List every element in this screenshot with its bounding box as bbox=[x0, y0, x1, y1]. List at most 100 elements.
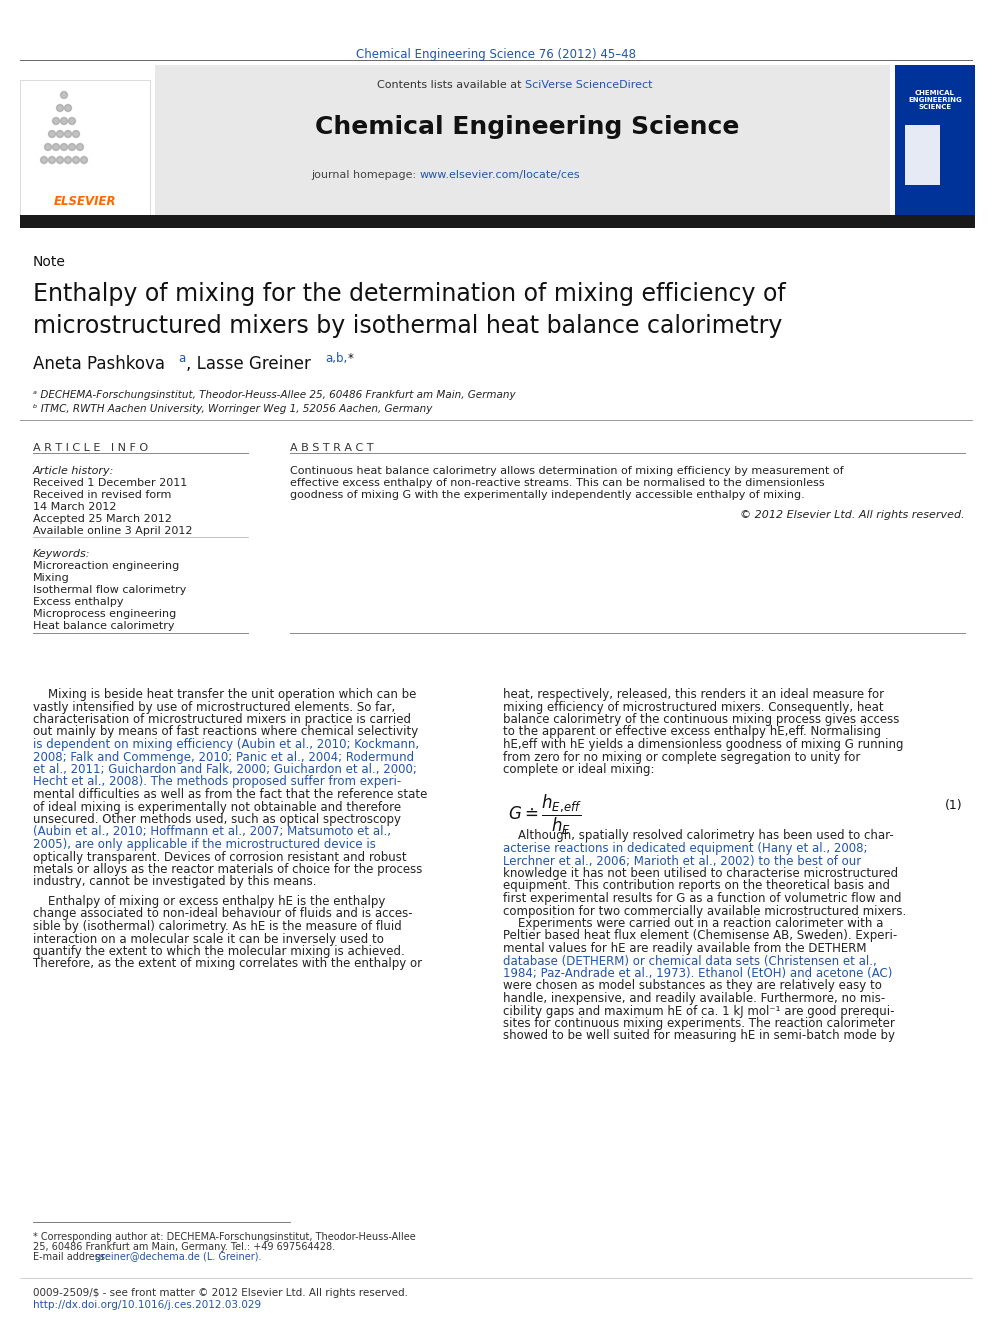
FancyBboxPatch shape bbox=[155, 65, 890, 216]
Text: 0009-2509/$ - see front matter © 2012 Elsevier Ltd. All rights reserved.: 0009-2509/$ - see front matter © 2012 El… bbox=[33, 1289, 408, 1298]
Text: from zero for no mixing or complete segregation to unity for: from zero for no mixing or complete segr… bbox=[503, 750, 860, 763]
Text: Available online 3 April 2012: Available online 3 April 2012 bbox=[33, 527, 192, 536]
Text: 14 March 2012: 14 March 2012 bbox=[33, 501, 116, 512]
Circle shape bbox=[61, 91, 67, 98]
Text: metals or alloys as the reactor materials of choice for the process: metals or alloys as the reactor material… bbox=[33, 863, 423, 876]
Text: Excess enthalpy: Excess enthalpy bbox=[33, 597, 123, 607]
Text: SciVerse ScienceDirect: SciVerse ScienceDirect bbox=[525, 79, 653, 90]
Text: mixing efficiency of microstructured mixers. Consequently, heat: mixing efficiency of microstructured mix… bbox=[503, 700, 884, 713]
Text: vastly intensified by use of microstructured elements. So far,: vastly intensified by use of microstruct… bbox=[33, 700, 395, 713]
Text: goodness of mixing G with the experimentally independently accessible enthalpy o: goodness of mixing G with the experiment… bbox=[290, 490, 805, 500]
Text: hE,eff with hE yields a dimensionless goodness of mixing G running: hE,eff with hE yields a dimensionless go… bbox=[503, 738, 904, 751]
Text: Mixing: Mixing bbox=[33, 573, 69, 583]
FancyBboxPatch shape bbox=[20, 216, 975, 228]
Text: Received in revised form: Received in revised form bbox=[33, 490, 172, 500]
FancyBboxPatch shape bbox=[905, 124, 940, 185]
Circle shape bbox=[64, 105, 71, 111]
Text: Isothermal flow calorimetry: Isothermal flow calorimetry bbox=[33, 585, 186, 595]
Text: Received 1 December 2011: Received 1 December 2011 bbox=[33, 478, 187, 488]
Text: 25, 60486 Frankfurt am Main, Germany. Tel.: +49 697564428.: 25, 60486 Frankfurt am Main, Germany. Te… bbox=[33, 1242, 335, 1252]
Circle shape bbox=[57, 156, 63, 164]
Text: CHEMICAL
ENGINEERING
SCIENCE: CHEMICAL ENGINEERING SCIENCE bbox=[908, 90, 962, 110]
Circle shape bbox=[53, 118, 60, 124]
Circle shape bbox=[45, 143, 52, 151]
Text: www.elsevier.com/locate/ces: www.elsevier.com/locate/ces bbox=[420, 169, 580, 180]
Text: mental difficulties as well as from the fact that the reference state: mental difficulties as well as from the … bbox=[33, 789, 428, 800]
Text: Article history:: Article history: bbox=[33, 466, 114, 476]
Circle shape bbox=[76, 143, 83, 151]
Text: Microreaction engineering: Microreaction engineering bbox=[33, 561, 180, 572]
Text: Microprocess engineering: Microprocess engineering bbox=[33, 609, 177, 619]
Text: A R T I C L E   I N F O: A R T I C L E I N F O bbox=[33, 443, 148, 452]
Text: journal homepage:: journal homepage: bbox=[311, 169, 420, 180]
Circle shape bbox=[61, 143, 67, 151]
Circle shape bbox=[61, 118, 67, 124]
Text: Aneta Pashkova: Aneta Pashkova bbox=[33, 355, 171, 373]
Text: a: a bbox=[178, 352, 186, 365]
Text: Keywords:: Keywords: bbox=[33, 549, 90, 560]
Text: Continuous heat balance calorimetry allows determination of mixing efficiency by: Continuous heat balance calorimetry allo… bbox=[290, 466, 843, 476]
Text: Therefore, as the extent of mixing correlates with the enthalpy or: Therefore, as the extent of mixing corre… bbox=[33, 958, 423, 971]
Text: sible by (isothermal) calorimetry. As hE is the measure of fluid: sible by (isothermal) calorimetry. As hE… bbox=[33, 919, 402, 933]
Circle shape bbox=[64, 156, 71, 164]
Text: 2005), are only applicable if the microstructured device is: 2005), are only applicable if the micros… bbox=[33, 837, 376, 851]
Text: greiner@dechema.de (L. Greiner).: greiner@dechema.de (L. Greiner). bbox=[95, 1252, 262, 1262]
Text: sites for continuous mixing experiments. The reaction calorimeter: sites for continuous mixing experiments.… bbox=[503, 1017, 895, 1031]
Text: database (DETHERM) or chemical data sets (Christensen et al.,: database (DETHERM) or chemical data sets… bbox=[503, 954, 877, 967]
Text: *: * bbox=[348, 352, 354, 365]
Circle shape bbox=[68, 118, 75, 124]
Text: ᵃ DECHEMA-Forschungsinstitut, Theodor-Heuss-Allee 25, 60486 Frankfurt am Main, G: ᵃ DECHEMA-Forschungsinstitut, Theodor-He… bbox=[33, 390, 516, 400]
Text: mental values for hE are readily available from the DETHERM: mental values for hE are readily availab… bbox=[503, 942, 866, 955]
Text: to the apparent or effective excess enthalpy hE,eff. Normalising: to the apparent or effective excess enth… bbox=[503, 725, 881, 738]
Text: Mixing is beside heat transfer the unit operation which can be: Mixing is beside heat transfer the unit … bbox=[33, 688, 417, 701]
FancyBboxPatch shape bbox=[20, 79, 150, 220]
Text: Although, spatially resolved calorimetry has been used to char-: Although, spatially resolved calorimetry… bbox=[503, 830, 894, 843]
Text: ELSEVIER: ELSEVIER bbox=[54, 194, 116, 208]
Text: optically transparent. Devices of corrosion resistant and robust: optically transparent. Devices of corros… bbox=[33, 851, 407, 864]
Text: interaction on a molecular scale it can be inversely used to: interaction on a molecular scale it can … bbox=[33, 933, 384, 946]
Text: Lerchner et al., 2006; Marioth et al., 2002) to the best of our: Lerchner et al., 2006; Marioth et al., 2… bbox=[503, 855, 861, 868]
Circle shape bbox=[64, 131, 71, 138]
Text: balance calorimetry of the continuous mixing process gives access: balance calorimetry of the continuous mi… bbox=[503, 713, 900, 726]
Circle shape bbox=[80, 156, 87, 164]
Text: , Lasse Greiner: , Lasse Greiner bbox=[186, 355, 316, 373]
Text: Chemical Engineering Science 76 (2012) 45–48: Chemical Engineering Science 76 (2012) 4… bbox=[356, 48, 636, 61]
Text: industry, cannot be investigated by this means.: industry, cannot be investigated by this… bbox=[33, 876, 316, 889]
Circle shape bbox=[49, 131, 56, 138]
Text: handle, inexpensive, and readily available. Furthermore, no mis-: handle, inexpensive, and readily availab… bbox=[503, 992, 885, 1005]
Text: http://dx.doi.org/10.1016/j.ces.2012.03.029: http://dx.doi.org/10.1016/j.ces.2012.03.… bbox=[33, 1301, 261, 1310]
Text: showed to be well suited for measuring hE in semi-batch mode by: showed to be well suited for measuring h… bbox=[503, 1029, 895, 1043]
Text: equipment. This contribution reports on the theoretical basis and: equipment. This contribution reports on … bbox=[503, 880, 890, 893]
Text: Enthalpy of mixing or excess enthalpy hE is the enthalpy: Enthalpy of mixing or excess enthalpy hE… bbox=[33, 894, 385, 908]
Text: (Aubin et al., 2010; Hoffmann et al., 2007; Matsumoto et al.,: (Aubin et al., 2010; Hoffmann et al., 20… bbox=[33, 826, 391, 839]
Text: microstructured mixers by isothermal heat balance calorimetry: microstructured mixers by isothermal hea… bbox=[33, 314, 783, 337]
Text: Peltier based heat flux element (Chemisense AB, Sweden). Experi-: Peltier based heat flux element (Chemise… bbox=[503, 930, 897, 942]
Text: © 2012 Elsevier Ltd. All rights reserved.: © 2012 Elsevier Ltd. All rights reserved… bbox=[740, 509, 965, 520]
Text: complete or ideal mixing:: complete or ideal mixing: bbox=[503, 763, 655, 777]
Text: cibility gaps and maximum hE of ca. 1 kJ mol⁻¹ are good prerequi-: cibility gaps and maximum hE of ca. 1 kJ… bbox=[503, 1004, 895, 1017]
Circle shape bbox=[41, 156, 48, 164]
Text: (1): (1) bbox=[944, 799, 962, 812]
Text: A B S T R A C T: A B S T R A C T bbox=[290, 443, 374, 452]
Circle shape bbox=[72, 156, 79, 164]
FancyBboxPatch shape bbox=[895, 65, 975, 216]
Text: quantify the extent to which the molecular mixing is achieved.: quantify the extent to which the molecul… bbox=[33, 945, 405, 958]
Text: $G \doteq \dfrac{h_{E,\!eff}}{h_E}$: $G \doteq \dfrac{h_{E,\!eff}}{h_E}$ bbox=[508, 792, 582, 837]
Text: Note: Note bbox=[33, 255, 65, 269]
Text: of ideal mixing is experimentally not obtainable and therefore: of ideal mixing is experimentally not ob… bbox=[33, 800, 401, 814]
Text: Heat balance calorimetry: Heat balance calorimetry bbox=[33, 620, 175, 631]
Text: 2008; Falk and Commenge, 2010; Panic et al., 2004; Rodermund: 2008; Falk and Commenge, 2010; Panic et … bbox=[33, 750, 414, 763]
Text: acterise reactions in dedicated equipment (Hany et al., 2008;: acterise reactions in dedicated equipmen… bbox=[503, 841, 867, 855]
Circle shape bbox=[68, 143, 75, 151]
Text: knowledge it has not been utilised to characterise microstructured: knowledge it has not been utilised to ch… bbox=[503, 867, 898, 880]
Circle shape bbox=[57, 105, 63, 111]
Text: Hecht et al., 2008). The methods proposed suffer from experi-: Hecht et al., 2008). The methods propose… bbox=[33, 775, 401, 789]
Text: composition for two commercially available microstructured mixers.: composition for two commercially availab… bbox=[503, 905, 907, 917]
Text: is dependent on mixing efficiency (Aubin et al., 2010; Kockmann,: is dependent on mixing efficiency (Aubin… bbox=[33, 738, 420, 751]
Text: Enthalpy of mixing for the determination of mixing efficiency of: Enthalpy of mixing for the determination… bbox=[33, 282, 786, 306]
Text: Contents lists available at: Contents lists available at bbox=[377, 79, 525, 90]
Text: Experiments were carried out in a reaction calorimeter with a: Experiments were carried out in a reacti… bbox=[503, 917, 883, 930]
Text: a,b,: a,b, bbox=[325, 352, 347, 365]
Text: first experimental results for G as a function of volumetric flow and: first experimental results for G as a fu… bbox=[503, 892, 902, 905]
Text: ᵇ ITMC, RWTH Aachen University, Worringer Weg 1, 52056 Aachen, Germany: ᵇ ITMC, RWTH Aachen University, Worringe… bbox=[33, 404, 433, 414]
